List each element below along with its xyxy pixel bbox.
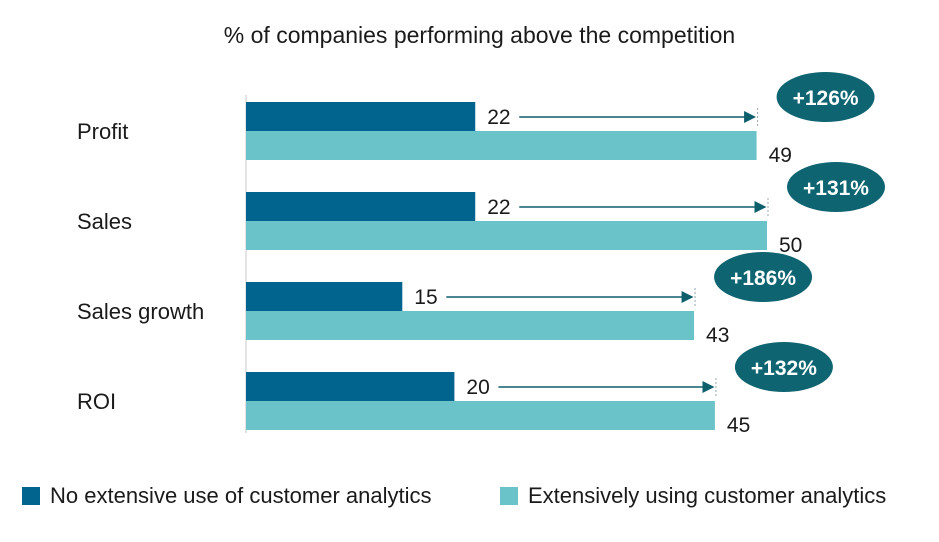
annotation-label-sales-growth: +186%: [730, 267, 796, 290]
bar-no-extensive-profit: [246, 102, 476, 131]
legend-item-no-extensive-use: No extensive use of customer analytics: [22, 483, 432, 509]
bar-extensive-sales: [246, 221, 767, 250]
value-label-no-extensive-sales: 22: [487, 196, 510, 219]
bar-extensive-roi: [246, 401, 715, 430]
value-label-no-extensive-roi: 20: [466, 376, 489, 399]
annotation-label-profit: +126%: [793, 87, 859, 110]
legend-label-no-extensive-use: No extensive use of customer analytics: [50, 483, 432, 508]
category-label-sales-growth: Sales growth: [77, 299, 204, 324]
bar-no-extensive-sales-growth: [246, 282, 403, 311]
annotation-badge-profit: [776, 72, 875, 122]
annotation-label-sales: +131%: [803, 177, 869, 200]
bar-no-extensive-roi: [246, 372, 455, 401]
value-label-no-extensive-sales-growth: 15: [414, 286, 437, 309]
value-label-extensive-roi: 45: [727, 414, 750, 437]
chart-title: % of companies performing above the comp…: [223, 22, 736, 48]
value-label-extensive-sales: 50: [779, 234, 802, 257]
legend-label-extensively-using: Extensively using customer analytics: [528, 483, 887, 508]
legend-swatch-extensively-using: [500, 487, 518, 505]
annotation-label-roi: +132%: [751, 357, 817, 380]
bar-no-extensive-sales: [246, 192, 476, 221]
legend-swatch-no-extensive-use: [22, 487, 40, 505]
annotation-badge-sales: [787, 162, 885, 212]
legend-item-extensively-using: Extensively using customer analytics: [500, 483, 886, 509]
bar-chart: Profit 22 49 +126% Sales 22 50 +131% Sales growt…: [77, 72, 885, 437]
bar-extensive-profit: [246, 131, 757, 160]
legend: No extensive use of customer analytics E…: [0, 483, 939, 513]
category-label-roi: ROI: [77, 389, 116, 414]
category-label-profit: Profit: [77, 119, 128, 144]
value-label-extensive-profit: 49: [769, 144, 792, 167]
bar-extensive-sales-growth: [246, 311, 695, 340]
annotation-badge-roi: [734, 342, 833, 392]
annotation-badge-sales-growth: [714, 252, 813, 302]
value-label-no-extensive-profit: 22: [487, 106, 510, 129]
value-label-extensive-sales-growth: 43: [706, 324, 729, 347]
category-label-sales: Sales: [77, 209, 132, 234]
